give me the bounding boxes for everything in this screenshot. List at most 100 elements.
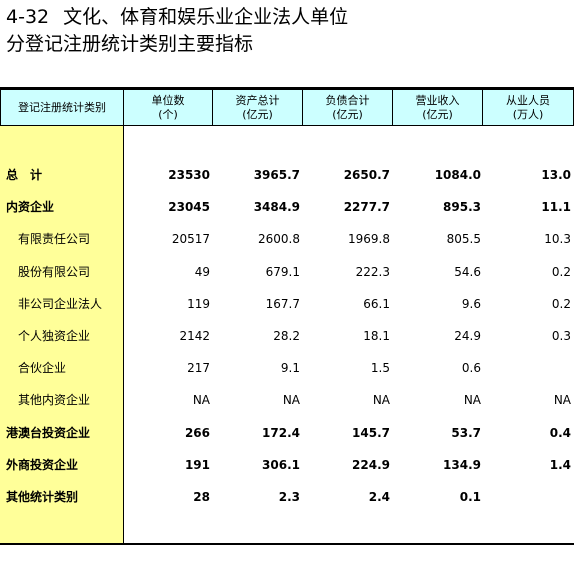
table-cell: 23045 (168, 200, 210, 214)
table-cell: 2.4 (368, 490, 390, 504)
header-label: 负债合计 (325, 93, 370, 107)
table-cell: 24.9 (454, 329, 481, 343)
table-row: 其他内资企业 NA NA NA NA NA (0, 390, 574, 410)
table-cell: 54.6 (454, 265, 481, 279)
bottom-rule (0, 543, 574, 545)
table-cell: NA (192, 393, 210, 407)
row-label: 港澳台投资企业 (6, 426, 91, 440)
header-label: 营业收入 (415, 93, 460, 107)
table-row: 外商投资企业 191 306.1 224.9 134.9 1.4 (0, 455, 574, 475)
table-cell: 13.0 (541, 168, 571, 182)
table-cell: 1969.8 (348, 232, 390, 246)
row-label: 股份有限公司 (18, 265, 91, 279)
table-cell: 0.4 (549, 426, 571, 440)
header-revenue: 营业收入 (亿元) (392, 89, 483, 126)
table-cell: 9.6 (461, 297, 481, 311)
table-cell: 3965.7 (253, 168, 300, 182)
header-label: 从业人员 (506, 93, 550, 107)
table-cell: 0.2 (551, 265, 571, 279)
table-cell: 23530 (168, 168, 210, 182)
table-cell: 28.2 (273, 329, 300, 343)
table-row: 港澳台投资企业 266 172.4 145.7 53.7 0.4 (0, 423, 574, 443)
table-cell: 217 (187, 361, 210, 375)
row-label: 有限责任公司 (18, 232, 91, 246)
header-category: 登记注册统计类别 (0, 89, 124, 126)
header-unit: (亿元) (422, 107, 453, 121)
table-cell: 11.1 (541, 200, 571, 214)
table-title-line-2: 分登记注册统计类别主要指标 (6, 33, 254, 55)
table-row: 有限责任公司 20517 2600.8 1969.8 805.5 10.3 (0, 229, 574, 249)
table-cell: 134.9 (443, 458, 481, 472)
stub-column-background (0, 126, 123, 543)
header-unit: (万人) (512, 107, 544, 121)
table-row: 非公司企业法人 119 167.7 66.1 9.6 0.2 (0, 294, 574, 314)
table-cell: 0.3 (551, 329, 571, 343)
row-label: 合伙企业 (18, 361, 67, 375)
table-row: 内资企业 23045 3484.9 2277.7 895.3 11.1 (0, 197, 574, 217)
table-cell: 224.9 (352, 458, 390, 472)
table-cell: 172.4 (262, 426, 300, 440)
table-cell: 2142 (179, 329, 210, 343)
table-cell: 2277.7 (343, 200, 390, 214)
table-cell: NA (282, 393, 300, 407)
table-cell: 119 (187, 297, 210, 311)
table-cell: 28 (193, 490, 210, 504)
table-row: 其他统计类别 28 2.3 2.4 0.1 (0, 487, 574, 507)
table-cell: 266 (184, 426, 210, 440)
header-assets: 资产总计 (亿元) (212, 89, 303, 126)
row-label: 总 计 (6, 168, 43, 182)
title-text-1: 文化、体育和娱乐业企业法人单位 (63, 6, 349, 28)
row-label: 个人独资企业 (18, 329, 91, 343)
table-cell: 18.1 (363, 329, 390, 343)
table-cell: 1084.0 (434, 168, 481, 182)
row-label: 其他统计类别 (6, 490, 79, 504)
table-cell: 2600.8 (258, 232, 300, 246)
header-label: 资产总计 (235, 93, 280, 107)
table-cell: 0.6 (461, 361, 481, 375)
top-rule (0, 87, 574, 89)
table-cell: 0.1 (459, 490, 481, 504)
table-cell: 805.5 (446, 232, 481, 246)
table-cell: 191 (184, 458, 210, 472)
table-cell: NA (372, 393, 390, 407)
table-cell: 222.3 (355, 265, 390, 279)
table-cell: 3484.9 (253, 200, 300, 214)
table-row: 个人独资企业 2142 28.2 18.1 24.9 0.3 (0, 326, 574, 346)
table-cell: 1.5 (370, 361, 390, 375)
table-cell: 145.7 (352, 426, 390, 440)
table-cell: 53.7 (451, 426, 481, 440)
table-cell: 0.2 (551, 297, 571, 311)
table-row: 股份有限公司 49 679.1 222.3 54.6 0.2 (0, 262, 574, 282)
table-number: 4-32 (6, 6, 50, 28)
row-label: 非公司企业法人 (18, 297, 103, 311)
row-label: 内资企业 (6, 200, 55, 214)
table-cell: 2650.7 (343, 168, 390, 182)
stub-column-divider (123, 89, 124, 543)
header-employees: 从业人员 (万人) (482, 89, 574, 126)
table-row: 合伙企业 217 9.1 1.5 0.6 (0, 358, 574, 378)
table-title-line-1: 4-32 文化、体育和娱乐业企业法人单位 (6, 5, 348, 29)
table-row: 总 计 23530 3965.7 2650.7 1084.0 13.0 (0, 165, 574, 185)
header-units: 单位数 (个) (123, 89, 213, 126)
table-cell: 167.7 (265, 297, 300, 311)
header-liabilities: 负债合计 (亿元) (302, 89, 393, 126)
table-cell: 306.1 (262, 458, 300, 472)
row-label: 外商投资企业 (6, 458, 79, 472)
table-header: 登记注册统计类别 单位数 (个) 资产总计 (亿元) 负债合计 (亿元) 营业收… (0, 89, 574, 126)
header-label: 登记注册统计类别 (18, 100, 106, 114)
table-cell: 895.3 (443, 200, 481, 214)
table-cell: NA (553, 393, 571, 407)
table-cell: 9.1 (280, 361, 300, 375)
header-unit: (亿元) (242, 107, 273, 121)
table-cell: 10.3 (544, 232, 571, 246)
row-label: 其他内资企业 (18, 393, 91, 407)
header-unit: (亿元) (332, 107, 363, 121)
table-cell: NA (463, 393, 481, 407)
table-cell: 66.1 (363, 297, 390, 311)
table-cell: 679.1 (265, 265, 300, 279)
table-cell: 1.4 (549, 458, 571, 472)
header-label: 单位数 (151, 93, 185, 107)
table-cell: 49 (194, 265, 210, 279)
table-cell: 2.3 (278, 490, 300, 504)
header-unit: (个) (158, 107, 178, 121)
